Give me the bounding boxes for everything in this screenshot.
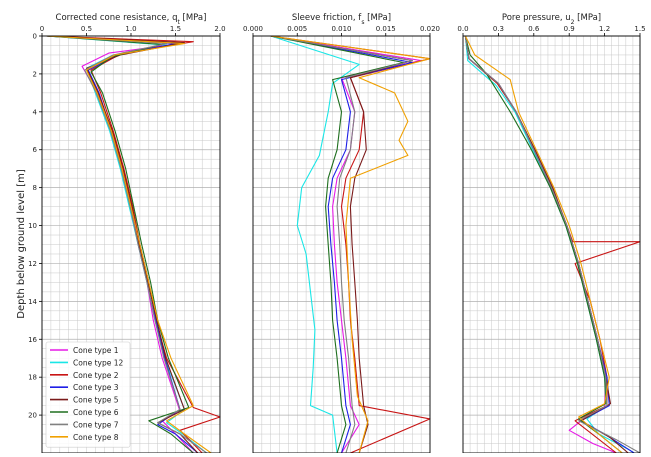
y-tick-label: 4	[33, 108, 38, 116]
panel-3: 0.0 0.3 0.6 0.9 1.2 1.5 Pore pressure, u2 [MPa…	[457, 13, 646, 454]
panel-2: 0.000 0.005 0.010 0.015 0.020 Sleeve friction…	[243, 13, 440, 454]
x-tick-label: 0.6	[528, 25, 540, 33]
panel-title: Sleeve friction, fs [MPa]	[292, 13, 391, 26]
series-line-cone-type-8	[270, 35, 431, 454]
y-tick-label: 10	[28, 222, 37, 230]
series-line-cone-type-6	[464, 35, 623, 454]
panel-title: Corrected cone resistance, qt [MPa]	[56, 13, 207, 26]
series-line-cone-type-7	[270, 35, 413, 454]
y-tick-label: 20	[28, 412, 37, 420]
x-tick-label: 0	[40, 25, 44, 33]
x-tick-label: 0.9	[564, 25, 575, 33]
y-tick-label: 16	[28, 336, 37, 344]
series-line-cone-type-6	[270, 35, 405, 454]
y-tick-label: 6	[33, 146, 38, 154]
legend-label: Cone type 2	[73, 371, 119, 380]
legend-label: Cone type 5	[73, 396, 119, 405]
legend-label: Cone type 8	[73, 433, 119, 442]
series-line-cone-type-6	[46, 35, 194, 454]
series-line-cone-type-8	[46, 35, 212, 454]
x-tick-label: 0.5	[81, 25, 92, 33]
legend-label: Cone type 7	[73, 420, 119, 429]
series-line-cone-type-1	[270, 35, 422, 454]
x-tick-label: 0.000	[243, 25, 263, 33]
x-tick-label: 0.010	[331, 25, 351, 33]
legend-label: Cone type 12	[73, 358, 123, 367]
legend-box	[45, 341, 131, 448]
panel-title: Pore pressure, u2 [MPa]	[502, 13, 601, 26]
legend-label: Cone type 3	[73, 383, 119, 392]
panel-1: 0 0.5 1.0 1.5 2.0 0 2 4 6 8 10 12 14 16 18 20 Corrected …	[28, 13, 226, 454]
series-line-cone-type-12	[270, 35, 360, 454]
y-tick-label: 2	[33, 70, 37, 78]
series-line-cone-type-7	[46, 35, 208, 454]
x-tick-label: 1.5	[170, 25, 181, 33]
x-tick-label: 1.2	[599, 25, 610, 33]
x-tick-label: 0.0	[457, 25, 468, 33]
x-tick-label: 0.3	[493, 25, 504, 33]
y-tick-label: 12	[28, 260, 37, 268]
y-tick-label: 14	[28, 298, 37, 306]
series-line-cone-type-2	[46, 35, 221, 454]
series-line-cone-type-3	[270, 35, 413, 454]
y-axis-label: Depth below ground level [m]	[16, 169, 27, 319]
x-tick-label: 2.0	[214, 25, 225, 33]
legend-label: Cone type 1	[73, 346, 119, 355]
legend-label: Cone type 6	[73, 408, 119, 417]
x-tick-label: 0.020	[420, 25, 440, 33]
series-line-cone-type-8	[464, 35, 623, 454]
x-tick-label: 0.015	[376, 25, 396, 33]
legend: Cone type 1 Cone type 12 Cone type 2 Cone t…	[45, 341, 131, 448]
series-line-cone-type-7	[464, 35, 641, 454]
x-tick-label: 1.5	[634, 25, 645, 33]
series-line-cone-type-5	[270, 35, 413, 454]
y-tick-label: 18	[28, 374, 37, 382]
x-tick-label: 0.005	[287, 25, 307, 33]
x-tick-label: 1.0	[125, 25, 136, 33]
y-tick-label: 8	[33, 184, 37, 192]
y-tick-label: 0	[33, 33, 37, 41]
